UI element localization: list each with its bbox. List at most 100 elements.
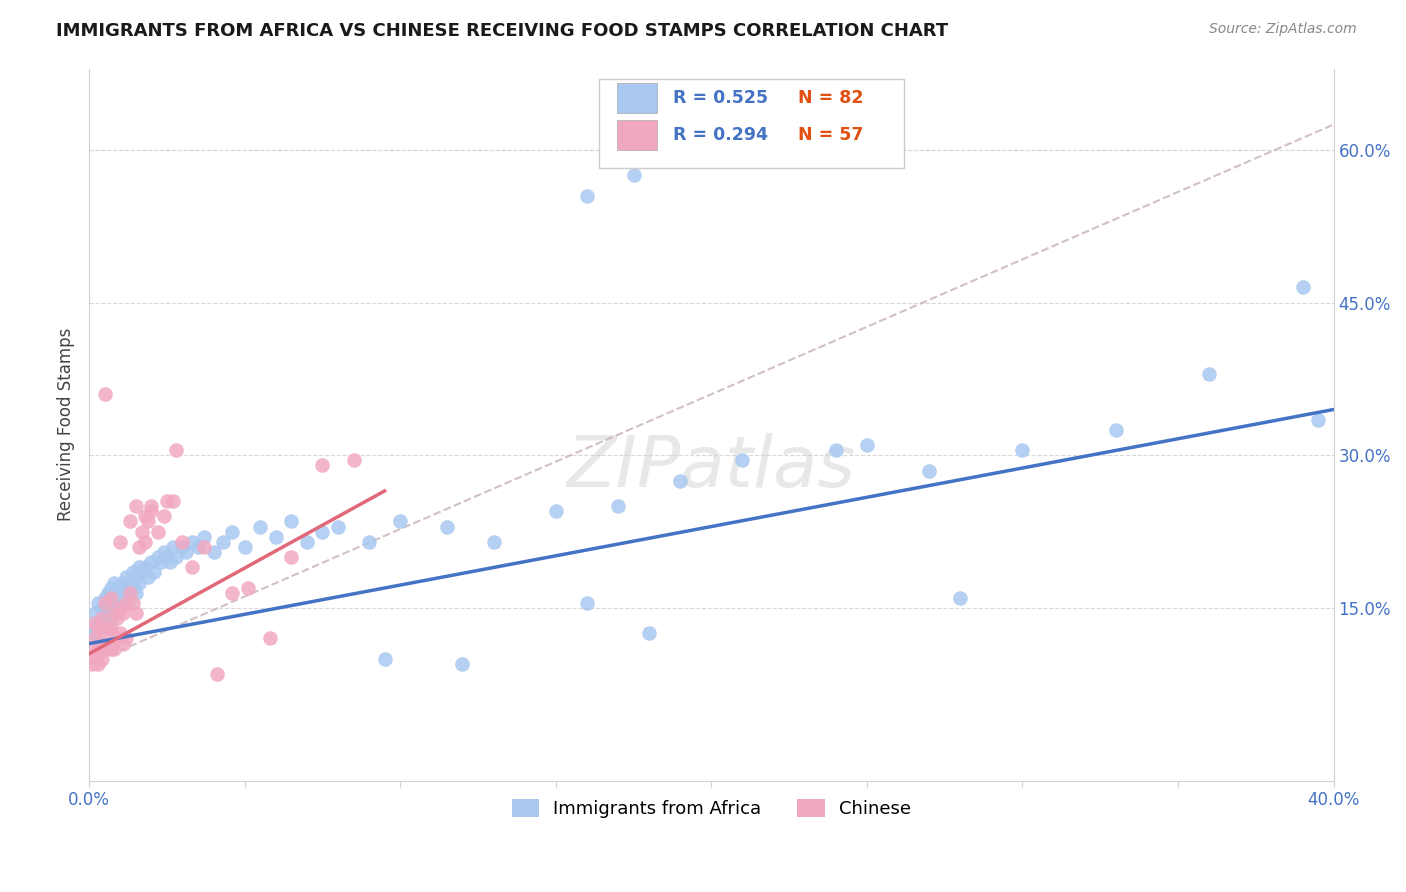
Point bbox=[97, 621, 120, 635]
Point bbox=[115, 632, 138, 646]
Point bbox=[93, 621, 115, 635]
Point bbox=[180, 534, 202, 549]
Point bbox=[918, 464, 941, 478]
Point bbox=[136, 570, 159, 584]
Point bbox=[824, 443, 846, 458]
Point bbox=[311, 458, 333, 473]
Point bbox=[436, 519, 458, 533]
Point bbox=[87, 641, 110, 656]
Point bbox=[108, 626, 131, 640]
Point bbox=[131, 524, 153, 539]
FancyBboxPatch shape bbox=[617, 120, 657, 150]
Point bbox=[156, 550, 179, 565]
Point bbox=[165, 443, 187, 458]
Point bbox=[359, 534, 381, 549]
Y-axis label: Receiving Food Stamps: Receiving Food Stamps bbox=[58, 328, 75, 522]
Point bbox=[1105, 423, 1128, 437]
Point bbox=[374, 652, 396, 666]
Point bbox=[1011, 443, 1033, 458]
Point bbox=[205, 667, 228, 681]
Point bbox=[131, 566, 153, 580]
Point bbox=[108, 581, 131, 595]
Text: Source: ZipAtlas.com: Source: ZipAtlas.com bbox=[1209, 22, 1357, 37]
Point bbox=[575, 596, 598, 610]
Point bbox=[146, 550, 169, 565]
Point bbox=[451, 657, 474, 671]
Point bbox=[575, 188, 598, 202]
Point bbox=[115, 585, 138, 599]
Point bbox=[97, 585, 120, 599]
Point bbox=[152, 509, 174, 524]
Point bbox=[100, 581, 122, 595]
Point bbox=[90, 652, 112, 666]
Point bbox=[100, 591, 122, 605]
Point bbox=[172, 534, 194, 549]
Point bbox=[87, 621, 110, 635]
Legend: Immigrants from Africa, Chinese: Immigrants from Africa, Chinese bbox=[505, 791, 918, 825]
Point bbox=[134, 534, 156, 549]
Point bbox=[180, 560, 202, 574]
Point bbox=[82, 641, 104, 656]
Point bbox=[856, 438, 879, 452]
Point bbox=[638, 626, 661, 640]
Point bbox=[143, 566, 166, 580]
Point bbox=[1291, 280, 1313, 294]
Point bbox=[607, 499, 630, 513]
Point bbox=[134, 560, 156, 574]
Point bbox=[105, 632, 128, 646]
Point bbox=[112, 575, 135, 590]
Point bbox=[172, 540, 194, 554]
Point bbox=[112, 606, 135, 620]
Point bbox=[174, 545, 197, 559]
Point bbox=[162, 540, 184, 554]
Point bbox=[87, 596, 110, 610]
Point bbox=[141, 499, 163, 513]
Point bbox=[118, 515, 141, 529]
Point bbox=[103, 606, 125, 620]
Point bbox=[193, 530, 215, 544]
Point bbox=[156, 494, 179, 508]
Point bbox=[108, 596, 131, 610]
Point bbox=[97, 637, 120, 651]
Point bbox=[669, 474, 692, 488]
Point bbox=[100, 641, 122, 656]
Point bbox=[236, 581, 259, 595]
Point bbox=[82, 621, 104, 635]
Point bbox=[82, 657, 104, 671]
Text: N = 82: N = 82 bbox=[799, 89, 863, 107]
Point bbox=[100, 596, 122, 610]
Point bbox=[949, 591, 972, 605]
Point bbox=[93, 606, 115, 620]
Point bbox=[159, 555, 181, 569]
Point bbox=[115, 596, 138, 610]
Point bbox=[90, 611, 112, 625]
Point bbox=[482, 534, 505, 549]
Point bbox=[136, 515, 159, 529]
Point bbox=[90, 601, 112, 615]
FancyBboxPatch shape bbox=[617, 84, 657, 113]
Text: R = 0.525: R = 0.525 bbox=[673, 89, 768, 107]
Point bbox=[249, 519, 271, 533]
Text: ZIPatlas: ZIPatlas bbox=[567, 433, 856, 502]
Point bbox=[187, 540, 209, 554]
Point bbox=[259, 632, 281, 646]
Point bbox=[103, 641, 125, 656]
Point bbox=[118, 585, 141, 599]
Point bbox=[115, 570, 138, 584]
Point bbox=[342, 453, 364, 467]
Point bbox=[108, 601, 131, 615]
Point bbox=[1306, 412, 1329, 426]
Point bbox=[165, 550, 187, 565]
Point bbox=[544, 504, 567, 518]
Point bbox=[93, 387, 115, 401]
Point bbox=[84, 606, 107, 620]
Point bbox=[87, 616, 110, 631]
Point bbox=[93, 641, 115, 656]
Point bbox=[84, 616, 107, 631]
Point bbox=[84, 652, 107, 666]
Text: IMMIGRANTS FROM AFRICA VS CHINESE RECEIVING FOOD STAMPS CORRELATION CHART: IMMIGRANTS FROM AFRICA VS CHINESE RECEIV… bbox=[56, 22, 949, 40]
Point bbox=[1198, 367, 1220, 381]
Point bbox=[93, 626, 115, 640]
Point bbox=[221, 585, 243, 599]
Point bbox=[162, 494, 184, 508]
